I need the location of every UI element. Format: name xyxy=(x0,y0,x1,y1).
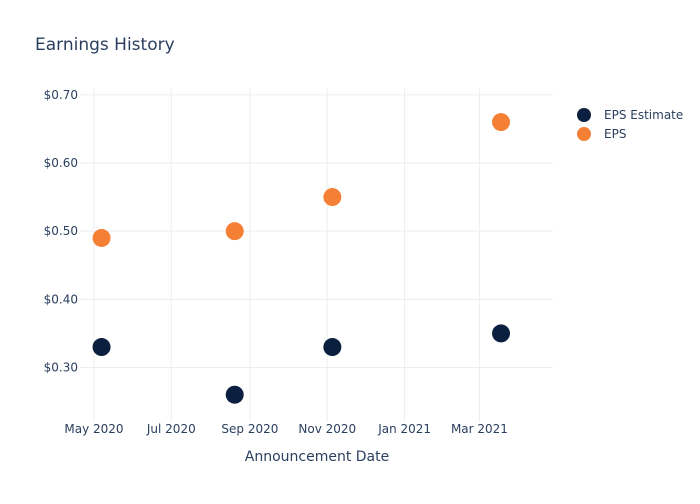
y-tick-label: $0.60 xyxy=(44,156,78,170)
eps-point[interactable] xyxy=(225,222,244,241)
legend: EPS Estimate EPS xyxy=(577,108,683,141)
x-tick-label: Sep 2020 xyxy=(221,422,278,436)
x-tick-label: May 2020 xyxy=(64,422,123,436)
eps-estimate-point[interactable] xyxy=(492,324,511,343)
y-tick-label: $0.40 xyxy=(44,292,78,306)
eps-estimate-point[interactable] xyxy=(92,338,111,357)
x-axis-title: Announcement Date xyxy=(245,449,389,465)
legend-label-eps-estimate[interactable]: EPS Estimate xyxy=(604,108,683,122)
legend-marker-eps-estimate[interactable] xyxy=(577,108,591,122)
chart-title: Earnings History xyxy=(35,35,175,55)
x-tick-label: Jul 2020 xyxy=(146,422,196,436)
eps-point[interactable] xyxy=(492,113,511,132)
x-tick-label: Jan 2021 xyxy=(377,422,431,436)
legend-label-eps[interactable]: EPS xyxy=(604,127,626,141)
eps-estimate-point[interactable] xyxy=(323,338,342,357)
data-points xyxy=(92,113,511,404)
eps-point[interactable] xyxy=(92,228,111,247)
x-tick-labels: May 2020 Jul 2020 Sep 2020 Nov 2020 Jan 2021… xyxy=(64,422,508,436)
grid-layer xyxy=(80,88,553,422)
x-tick-label: Mar 2021 xyxy=(451,422,508,436)
y-tick-label: $0.30 xyxy=(44,360,78,374)
y-tick-label: $0.70 xyxy=(44,88,78,102)
y-tick-labels: $0.30 $0.40 $0.50 $0.60 $0.70 xyxy=(44,88,78,375)
legend-marker-eps[interactable] xyxy=(577,127,591,141)
eps-estimate-point[interactable] xyxy=(225,385,244,404)
x-tick-label: Nov 2020 xyxy=(298,422,356,436)
eps-point[interactable] xyxy=(323,188,342,207)
y-tick-label: $0.50 xyxy=(44,224,78,238)
